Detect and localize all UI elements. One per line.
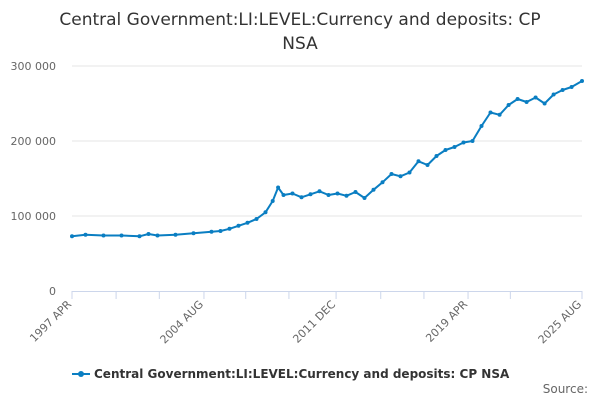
data-point[interactable] (569, 85, 574, 89)
data-point[interactable] (245, 220, 250, 225)
legend-label: Central Government:LI:LEVEL:Currency and… (94, 367, 510, 381)
data-point[interactable] (236, 223, 241, 228)
data-point[interactable] (542, 101, 547, 106)
data-point[interactable] (270, 199, 275, 203)
chart-title-line-2: NSA (282, 34, 318, 54)
data-point[interactable] (263, 210, 268, 215)
data-point[interactable] (524, 100, 529, 104)
data-point[interactable] (380, 180, 385, 185)
data-point[interactable] (443, 148, 448, 152)
data-point[interactable] (560, 88, 565, 92)
data-point[interactable] (276, 185, 281, 190)
data-point[interactable] (83, 232, 88, 237)
data-point[interactable] (308, 192, 313, 197)
x-tick-label: 2011 DEC (290, 298, 338, 346)
series-group[interactable] (70, 79, 584, 239)
data-point[interactable] (344, 193, 349, 198)
data-point[interactable] (452, 145, 457, 149)
data-point[interactable] (470, 139, 475, 143)
data-point[interactable] (353, 190, 358, 194)
data-point[interactable] (335, 191, 340, 196)
x-tick-label: 2004 AUG (158, 298, 207, 347)
data-point[interactable] (371, 187, 376, 192)
x-tick-label: 2019 APR (423, 298, 470, 345)
source-credit[interactable]: Source: (542, 382, 588, 396)
data-point[interactable] (70, 234, 74, 239)
data-point[interactable] (137, 234, 142, 239)
data-point[interactable] (281, 193, 286, 197)
data-point[interactable] (551, 92, 556, 97)
data-point[interactable] (209, 229, 214, 234)
y-tick-label: 0 (49, 285, 56, 298)
data-point[interactable] (155, 233, 160, 238)
data-point[interactable] (227, 226, 232, 231)
data-point[interactable] (173, 232, 178, 237)
data-point[interactable] (533, 95, 538, 100)
y-axis: 0 100 000 200 000 300 000 (11, 60, 57, 298)
data-point[interactable] (425, 163, 430, 167)
data-point[interactable] (407, 170, 412, 175)
data-point[interactable] (389, 172, 394, 176)
data-point[interactable] (497, 112, 502, 117)
x-axis: 1997 APR 2004 AUG 2011 DEC 2019 APR 2025 AUG (27, 291, 584, 346)
series-line[interactable] (71, 80, 583, 238)
data-point[interactable] (326, 193, 331, 197)
data-point[interactable] (218, 229, 223, 233)
data-point[interactable] (479, 124, 484, 128)
data-point[interactable] (461, 140, 466, 145)
data-point[interactable] (119, 233, 124, 238)
y-tick-label: 200 000 (11, 135, 57, 148)
y-tick-label: 100 000 (11, 210, 57, 223)
y-tick-label: 300 000 (11, 60, 57, 73)
chart-title-line-1: Central Government:LI:LEVEL:Currency and… (59, 10, 541, 30)
data-point[interactable] (146, 232, 151, 236)
data-point[interactable] (290, 191, 295, 196)
data-point[interactable] (398, 174, 403, 179)
data-point[interactable] (506, 103, 511, 107)
x-tick-label: 1997 APR (27, 298, 74, 345)
data-point[interactable] (254, 217, 259, 221)
legend-series-icon (72, 369, 90, 379)
legend-item[interactable]: Central Government:LI:LEVEL:Currency and… (72, 364, 509, 384)
data-point[interactable] (362, 196, 367, 200)
data-point[interactable] (515, 97, 520, 101)
x-tick-label: 2025 AUG (536, 298, 585, 347)
data-point[interactable] (299, 195, 304, 200)
data-point[interactable] (434, 154, 439, 158)
grid-lines (72, 65, 582, 217)
data-point[interactable] (191, 231, 196, 236)
data-point[interactable] (580, 79, 584, 83)
data-point[interactable] (317, 189, 322, 194)
legend-dot (78, 371, 84, 377)
data-point[interactable] (416, 159, 421, 164)
data-point[interactable] (488, 110, 493, 115)
data-point[interactable] (101, 233, 106, 238)
